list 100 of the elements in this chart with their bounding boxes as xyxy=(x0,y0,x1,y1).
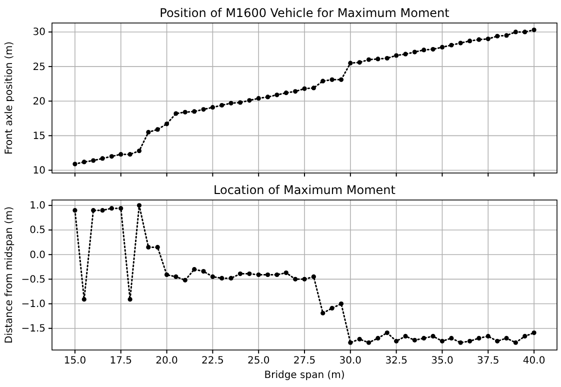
point xyxy=(422,48,426,52)
point xyxy=(440,44,445,50)
point xyxy=(220,102,224,108)
point xyxy=(449,42,454,48)
point xyxy=(384,330,390,336)
y-tick-label: −1.5 xyxy=(21,324,46,335)
y-tick-label: −1.0 xyxy=(21,298,46,310)
point xyxy=(302,276,307,282)
x-tick-label: 17.5 xyxy=(110,356,132,367)
point xyxy=(118,152,124,157)
point xyxy=(348,60,353,66)
y-tick-label: 0.0 xyxy=(30,250,46,261)
point xyxy=(376,56,380,62)
x-tick-label: 40.0 xyxy=(522,356,546,367)
point xyxy=(174,111,178,116)
point xyxy=(293,89,298,94)
point xyxy=(458,40,463,46)
point xyxy=(486,36,490,42)
point xyxy=(82,160,86,164)
point xyxy=(91,208,96,213)
point xyxy=(376,336,380,340)
point xyxy=(403,334,408,339)
point xyxy=(449,336,454,340)
x-tick-label: 35.0 xyxy=(431,356,454,367)
point xyxy=(72,208,78,213)
point xyxy=(256,96,261,101)
point xyxy=(201,269,206,274)
x-tick-label: 20.0 xyxy=(156,356,178,367)
point xyxy=(100,208,105,213)
point xyxy=(100,156,105,161)
x-axis-title: Bridge span (m) xyxy=(264,370,345,381)
point xyxy=(430,46,436,52)
point xyxy=(366,340,372,345)
point xyxy=(256,272,261,278)
point xyxy=(522,334,528,339)
point xyxy=(476,37,482,42)
point xyxy=(274,92,280,98)
point xyxy=(136,148,142,154)
point xyxy=(155,244,160,250)
point xyxy=(394,338,399,344)
point xyxy=(330,77,334,82)
point xyxy=(302,86,307,91)
point xyxy=(412,50,417,54)
y-tick-label: −0.5 xyxy=(21,274,46,286)
y-tick-label: 30 xyxy=(32,27,46,38)
point xyxy=(109,154,114,159)
y-tick-label: 25 xyxy=(32,62,46,73)
point xyxy=(72,162,78,166)
point xyxy=(467,338,472,344)
point xyxy=(247,271,252,276)
point xyxy=(522,30,528,34)
point xyxy=(311,274,316,280)
point xyxy=(210,274,215,280)
chart-title: Location of Maximum Moment xyxy=(214,183,396,197)
point xyxy=(403,52,408,56)
point xyxy=(330,306,334,310)
x-tick-label: 37.5 xyxy=(477,356,500,367)
point xyxy=(293,276,298,282)
point xyxy=(109,206,114,211)
point xyxy=(192,267,197,272)
point xyxy=(238,271,243,276)
point xyxy=(412,338,417,342)
point xyxy=(513,340,518,345)
point xyxy=(440,338,445,344)
point xyxy=(128,152,132,157)
point xyxy=(247,98,252,103)
point xyxy=(228,276,234,280)
point xyxy=(210,105,215,110)
point xyxy=(164,272,170,278)
point xyxy=(82,297,86,302)
point xyxy=(384,56,390,61)
point xyxy=(348,340,353,345)
point xyxy=(504,336,509,340)
x-tick-label: 22.5 xyxy=(202,356,224,367)
point xyxy=(311,86,316,90)
point xyxy=(265,272,270,278)
point xyxy=(128,297,132,302)
point xyxy=(366,57,372,62)
point xyxy=(265,94,270,100)
point xyxy=(495,34,500,38)
point xyxy=(476,336,482,340)
point xyxy=(238,100,243,105)
point xyxy=(155,127,160,132)
point xyxy=(357,336,362,342)
x-tick-label: 27.5 xyxy=(293,356,316,367)
y-axis-title: Front axle position (m) xyxy=(4,41,15,154)
y-tick-label: 20 xyxy=(32,96,46,108)
point xyxy=(430,334,436,339)
point xyxy=(504,33,509,38)
y-axis-title: Distance from midspan (m) xyxy=(4,206,15,344)
point xyxy=(357,60,362,65)
point xyxy=(274,272,280,278)
point xyxy=(284,90,288,96)
point xyxy=(532,28,536,32)
point xyxy=(458,340,463,345)
x-tick-label: 32.5 xyxy=(385,356,408,367)
point xyxy=(164,122,170,126)
point xyxy=(495,338,500,344)
point xyxy=(136,203,142,208)
point xyxy=(174,274,178,280)
